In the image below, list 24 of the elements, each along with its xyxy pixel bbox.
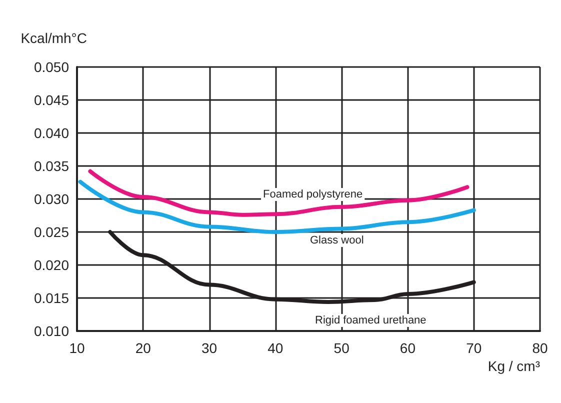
y-tick-label: 0.045 [34, 92, 70, 108]
y-tick-label: 0.015 [34, 290, 70, 306]
line-series [78, 180, 476, 234]
x-tick-label: 50 [334, 340, 350, 356]
y-tick-label: 0.010 [34, 323, 70, 339]
x-tick-label: 40 [268, 340, 284, 356]
y-tick-label: 0.050 [34, 59, 70, 75]
x-tick-label: 80 [532, 340, 548, 356]
x-tick-label: 30 [201, 340, 218, 356]
y-tick-label: 0.035 [34, 158, 70, 174]
series-label: Glass wool [310, 234, 364, 246]
y-axis-title: Kcal/mh°C [20, 30, 87, 46]
y-tick-label: 0.040 [34, 125, 70, 141]
x-tick-label: 60 [400, 340, 416, 356]
line-series [88, 169, 470, 217]
x-tick-label: 20 [135, 340, 152, 356]
y-tick-label: 0.025 [34, 224, 70, 240]
x-tick-label: 10 [69, 340, 85, 356]
x-axis-title: Kg / cm³ [488, 358, 540, 374]
y-tick-label: 0.020 [34, 257, 70, 273]
y-tick-label: 0.030 [34, 191, 70, 207]
series-label: Rigid foamed urethane [315, 314, 426, 326]
series-label: Foamed polystyrene [263, 188, 363, 200]
x-tick-label: 70 [466, 340, 482, 356]
